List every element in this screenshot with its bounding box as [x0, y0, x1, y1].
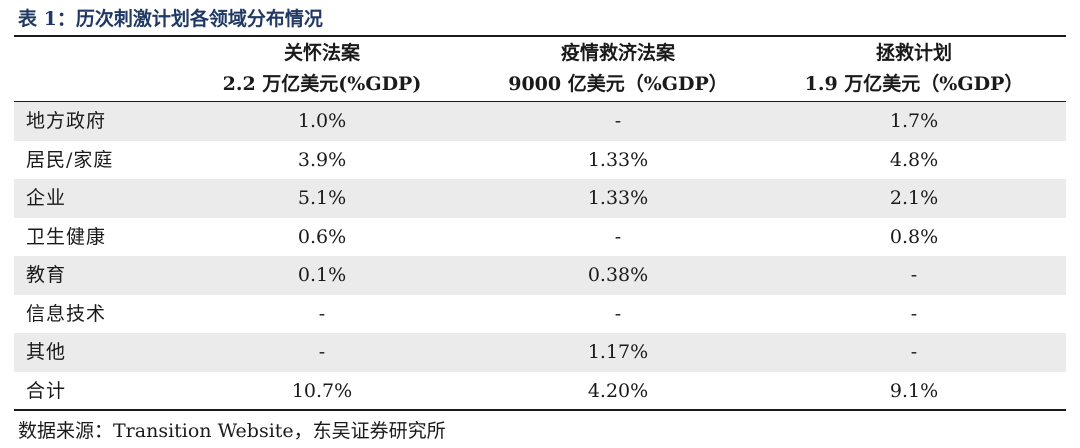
- row-label: 居民/家庭: [26, 148, 114, 171]
- cell-value: -: [614, 110, 622, 132]
- column-header-name: 拯救计划: [875, 42, 952, 64]
- bottom-rule: [14, 409, 1066, 411]
- cell-value: -: [318, 302, 326, 325]
- cell-value: -: [910, 341, 918, 363]
- row-label: 合计: [26, 379, 67, 402]
- table-row: 信息技术 - - -: [14, 295, 1066, 334]
- cell-value: 5.1%: [297, 187, 347, 209]
- column-header-name: 疫情救济法案: [560, 42, 675, 64]
- top-rule: [14, 35, 1066, 37]
- cell-value: -: [910, 302, 918, 325]
- row-label: 企业: [26, 187, 67, 209]
- table-title: 表 1：历次刺激计划各领域分布情况: [18, 8, 323, 30]
- column-header-cares-act: 关怀法案 2.2 万亿美元(%GDP): [184, 38, 460, 100]
- column-header-sub: 9000 亿美元（%GDP）: [508, 73, 728, 95]
- table-row: 地方政府 1.0% - 1.7%: [14, 102, 1066, 141]
- cell-value: 1.0%: [297, 110, 347, 132]
- cell-value: -: [614, 225, 622, 248]
- cell-value: -: [910, 264, 918, 286]
- cell-value: 0.6%: [297, 225, 347, 248]
- row-label: 卫生健康: [26, 225, 107, 248]
- cell-value: 4.8%: [889, 148, 939, 171]
- cell-value: 10.7%: [291, 379, 353, 402]
- column-header-sub: 1.9 万亿美元（%GDP）: [804, 73, 1024, 95]
- column-header-rescue-plan: 拯救计划 1.9 万亿美元（%GDP）: [776, 38, 1052, 100]
- source-note: 数据来源：Transition Website，东吴证券研究所: [18, 420, 446, 442]
- cell-value: 3.9%: [297, 148, 347, 171]
- row-label: 信息技术: [26, 302, 107, 325]
- cell-value: 0.1%: [297, 264, 347, 286]
- table-body: 地方政府 1.0% - 1.7% 居民/家庭 3.9% 1.33% 4.8% 企…: [14, 102, 1066, 410]
- column-header-relief-act: 疫情救济法案 9000 亿美元（%GDP）: [480, 38, 756, 100]
- cell-value: 2.1%: [889, 187, 939, 209]
- column-header-sub: 2.2 万亿美元(%GDP): [222, 73, 422, 95]
- cell-value: 1.33%: [587, 148, 649, 171]
- cell-value: 9.1%: [889, 379, 939, 402]
- row-label: 教育: [26, 264, 67, 286]
- header-rule: [14, 101, 1066, 102]
- cell-value: 0.8%: [889, 225, 939, 248]
- table-row: 企业 5.1% 1.33% 2.1%: [14, 179, 1066, 218]
- table-row: 居民/家庭 3.9% 1.33% 4.8%: [14, 141, 1066, 180]
- cell-value: -: [614, 302, 622, 325]
- cell-value: 4.20%: [587, 379, 649, 402]
- table-row-total: 合计 10.7% 4.20% 9.1%: [14, 372, 1066, 411]
- table-row: 卫生健康 0.6% - 0.8%: [14, 218, 1066, 257]
- cell-value: -: [318, 341, 326, 363]
- table-row: 其他 - 1.17% -: [14, 333, 1066, 372]
- cell-value: 1.7%: [889, 110, 939, 132]
- row-label: 其他: [26, 341, 67, 363]
- cell-value: 1.33%: [587, 187, 649, 209]
- column-header-name: 关怀法案: [283, 42, 360, 64]
- row-label: 地方政府: [26, 110, 107, 132]
- cell-value: 1.17%: [587, 341, 649, 363]
- table-row: 教育 0.1% 0.38% -: [14, 256, 1066, 295]
- cell-value: 0.38%: [587, 264, 649, 286]
